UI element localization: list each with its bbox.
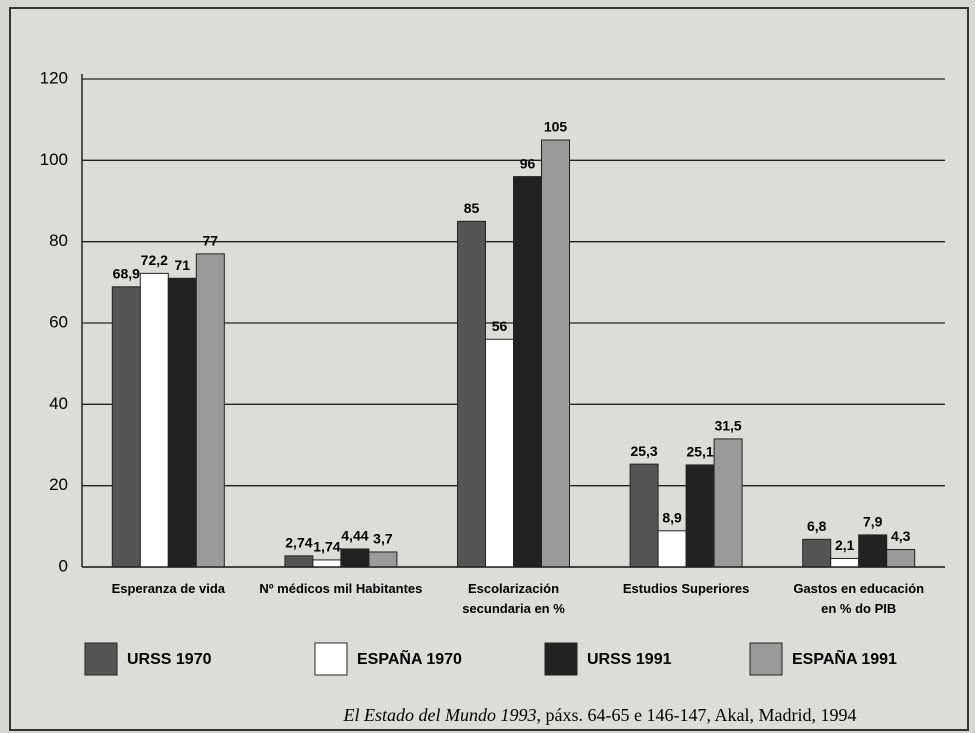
source-title: El Estado del Mundo 1993	[343, 705, 537, 725]
data-label: 4,3	[891, 528, 911, 544]
data-label: 25,3	[630, 443, 657, 459]
data-label: 25,1	[686, 444, 713, 460]
legend-label: ESPAÑA 1991	[792, 648, 897, 668]
x-tick-label: Nº médicos mil Habitantes	[259, 581, 422, 596]
data-label: 2,1	[835, 537, 855, 553]
x-tick-label: Estudios Superiores	[623, 581, 749, 596]
legend-swatch	[314, 642, 348, 676]
y-tick-label: 60	[49, 312, 68, 331]
data-label: 71	[175, 257, 191, 273]
bar	[111, 286, 141, 568]
x-tick-label: Escolarización secundaria en %	[462, 581, 565, 616]
bar	[685, 464, 715, 568]
data-label: 77	[203, 233, 219, 249]
data-label: 85	[464, 200, 480, 216]
bar	[340, 548, 370, 568]
data-label: 68,9	[113, 266, 140, 282]
data-label: 96	[520, 155, 536, 171]
legend-swatch	[84, 642, 118, 676]
bar	[657, 530, 687, 568]
legend-swatch	[749, 642, 783, 676]
bar	[312, 559, 342, 568]
source: El Estado del Mundo 1993, páxs. 64-65 e …	[343, 705, 857, 725]
bar	[858, 534, 888, 568]
y-tick-label: 80	[49, 231, 68, 250]
data-label: 56	[492, 318, 508, 334]
data-label: 7,9	[863, 514, 883, 530]
source-rest: , páxs. 64-65 e 146-147, Akal, Madrid, 1…	[537, 705, 857, 725]
data-label: 2,74	[285, 535, 312, 551]
x-tick-label: Esperanza de vida	[112, 581, 226, 596]
bar	[886, 549, 916, 568]
bar	[513, 176, 542, 568]
bar	[195, 253, 225, 568]
y-tick-label: 100	[40, 150, 68, 169]
data-label: 3,7	[373, 531, 393, 547]
bar	[167, 277, 197, 568]
x-tick-label: Gastos en educación en % do PIB	[793, 581, 924, 616]
data-label: 105	[544, 119, 568, 135]
bar	[802, 538, 832, 568]
bar	[830, 557, 860, 568]
bar	[457, 220, 486, 568]
y-tick-label: 120	[40, 68, 68, 87]
y-tick-label: 0	[59, 556, 68, 575]
y-tick-label: 40	[49, 394, 68, 413]
bar	[629, 463, 659, 568]
data-label: 4,44	[341, 528, 368, 544]
data-label: 1,74	[313, 539, 340, 555]
bar	[541, 139, 570, 568]
legend-swatch	[544, 642, 578, 676]
data-label: 8,9	[662, 510, 682, 526]
bar	[713, 438, 743, 568]
y-tick-label: 20	[49, 475, 68, 494]
legend-label: ESPAÑA 1970	[357, 648, 462, 668]
legend-label: URSS 1970	[127, 651, 212, 668]
bar	[485, 338, 514, 568]
legend-label: URSS 1991	[587, 651, 672, 668]
data-label: 31,5	[714, 418, 741, 434]
data-label: 72,2	[141, 252, 168, 268]
bar	[368, 551, 398, 568]
bar	[284, 555, 314, 568]
data-label: 6,8	[807, 518, 827, 534]
bar	[139, 272, 169, 568]
